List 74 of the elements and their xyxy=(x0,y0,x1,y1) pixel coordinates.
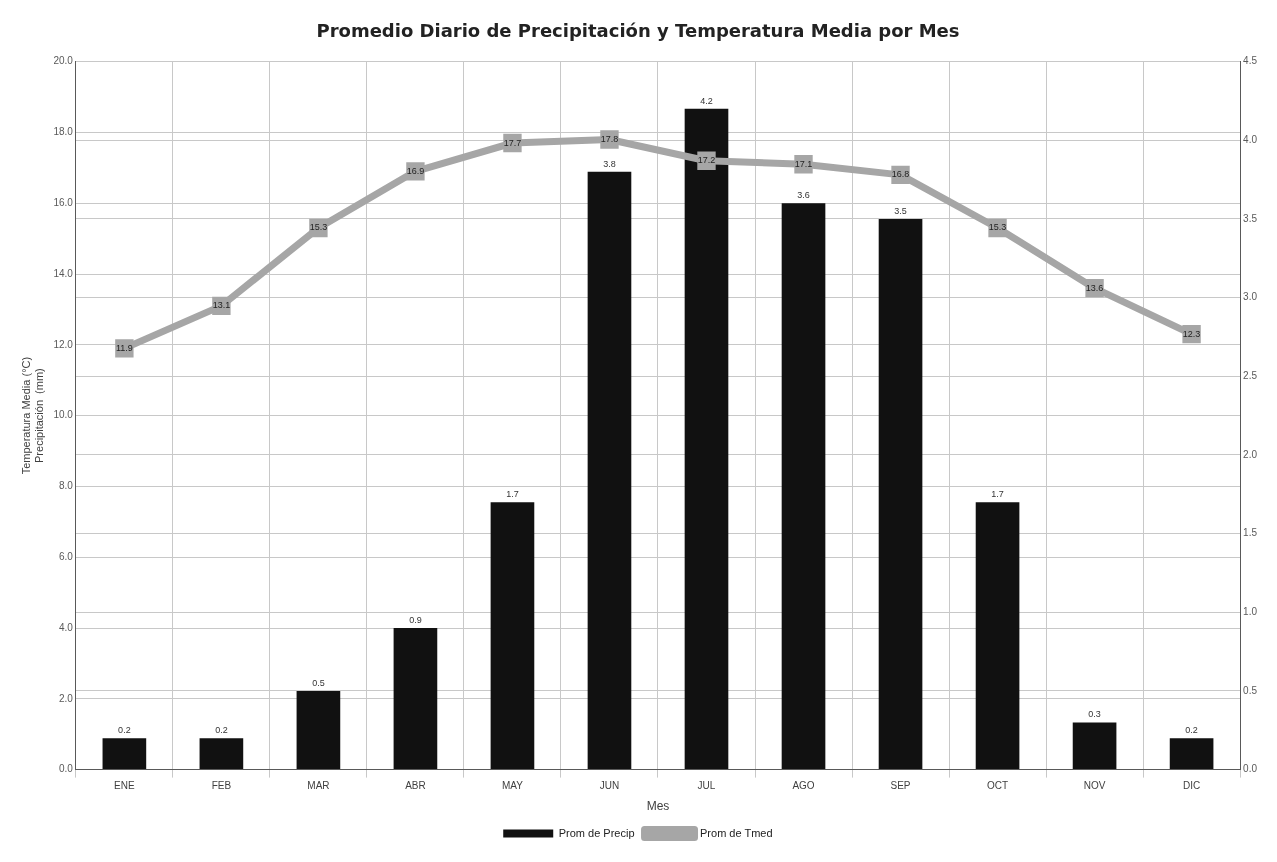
x-tick-label: MAY xyxy=(501,780,524,792)
data-label: 0.3 xyxy=(1088,709,1101,720)
y2-tick-label: 2.0 xyxy=(1243,448,1258,460)
data-label: 17.2 xyxy=(697,155,716,166)
data-label: 16.9 xyxy=(406,165,425,176)
data-label: 0.2 xyxy=(215,725,228,736)
bar xyxy=(393,628,438,770)
x-tick-label: ABR xyxy=(405,780,426,792)
bar xyxy=(1072,722,1117,770)
y-axis-title: Temperatura Media (°C) Precipitación (mm) xyxy=(19,356,45,475)
x-tick-label: JUL xyxy=(697,780,716,792)
x-axis-title: Mes xyxy=(646,799,670,814)
y-tick-label: 20.0 xyxy=(53,55,74,67)
bar xyxy=(490,502,535,770)
y2-tick-label: 4.5 xyxy=(1243,55,1258,67)
bar xyxy=(878,218,923,770)
bar xyxy=(199,738,244,770)
data-label: 17.8 xyxy=(600,133,619,144)
legend-label: Prom de Tmed xyxy=(700,826,773,839)
data-label: 0.2 xyxy=(118,725,131,736)
bar xyxy=(975,502,1020,770)
x-tick-label: JUN xyxy=(599,780,620,792)
data-label: 11.9 xyxy=(115,342,133,353)
bar xyxy=(684,108,729,770)
x-tick-label: MAR xyxy=(307,780,330,792)
data-label: 15.3 xyxy=(309,222,328,233)
x-tick-label: SEP xyxy=(890,780,911,792)
data-label: 3.5 xyxy=(894,205,907,216)
y-tick-label: 16.0 xyxy=(53,196,74,208)
y2-tick-label: 0.0 xyxy=(1243,763,1258,775)
y2-tick-label: 3.5 xyxy=(1243,212,1258,224)
y-tick-label: 8.0 xyxy=(58,480,74,492)
x-tick-label: FEB xyxy=(211,780,232,792)
legend-label: Prom de Precip xyxy=(558,826,635,839)
bar xyxy=(102,738,147,770)
y2-tick-label: 4.0 xyxy=(1243,134,1258,146)
bar xyxy=(296,690,341,770)
data-label: 13.1 xyxy=(212,300,231,311)
data-label: 13.6 xyxy=(1085,282,1104,293)
y2-tick-label: 1.0 xyxy=(1243,606,1258,618)
data-label: 17.7 xyxy=(503,137,522,148)
y-tick-label: 10.0 xyxy=(53,409,74,421)
data-label: 1.7 xyxy=(991,489,1004,500)
x-tick-label: AGO xyxy=(792,780,815,792)
data-label: 3.8 xyxy=(603,158,616,169)
bar xyxy=(781,203,826,770)
y2-tick-label: 3.0 xyxy=(1243,291,1258,303)
y-tick-label: 14.0 xyxy=(53,267,74,279)
y2-tick-label: 1.5 xyxy=(1243,527,1258,539)
data-label: 12.3 xyxy=(1182,328,1201,339)
data-label: 3.6 xyxy=(797,190,810,201)
bar xyxy=(1169,738,1214,770)
chart-title: Promedio Diario de Precipitación y Temperatura Media por Mes xyxy=(316,20,960,42)
data-label: 17.1 xyxy=(794,158,813,169)
y2-tick-label: 2.5 xyxy=(1243,370,1258,382)
y2-tick-label: 0.5 xyxy=(1243,684,1258,696)
data-label: 15.3 xyxy=(988,222,1007,233)
y-tick-label: 12.0 xyxy=(53,338,74,350)
data-label: 16.8 xyxy=(891,169,910,180)
y-tick-label: 6.0 xyxy=(58,550,74,562)
x-tick-label: DIC xyxy=(1182,780,1201,792)
data-label: 0.5 xyxy=(312,677,325,688)
x-tick-label: NOV xyxy=(1083,780,1106,792)
y-tick-label: 0.0 xyxy=(58,763,74,775)
x-tick-label: OCT xyxy=(986,780,1009,792)
bar xyxy=(587,171,632,770)
y-tick-label: 4.0 xyxy=(58,621,74,633)
data-label: 0.2 xyxy=(1185,725,1198,736)
data-label: 0.9 xyxy=(409,614,422,625)
x-tick-label: ENE xyxy=(114,780,135,792)
y-tick-label: 2.0 xyxy=(58,692,74,704)
y-tick-label: 18.0 xyxy=(53,126,74,138)
data-label: 4.2 xyxy=(700,95,713,106)
data-label: 1.7 xyxy=(506,489,519,500)
